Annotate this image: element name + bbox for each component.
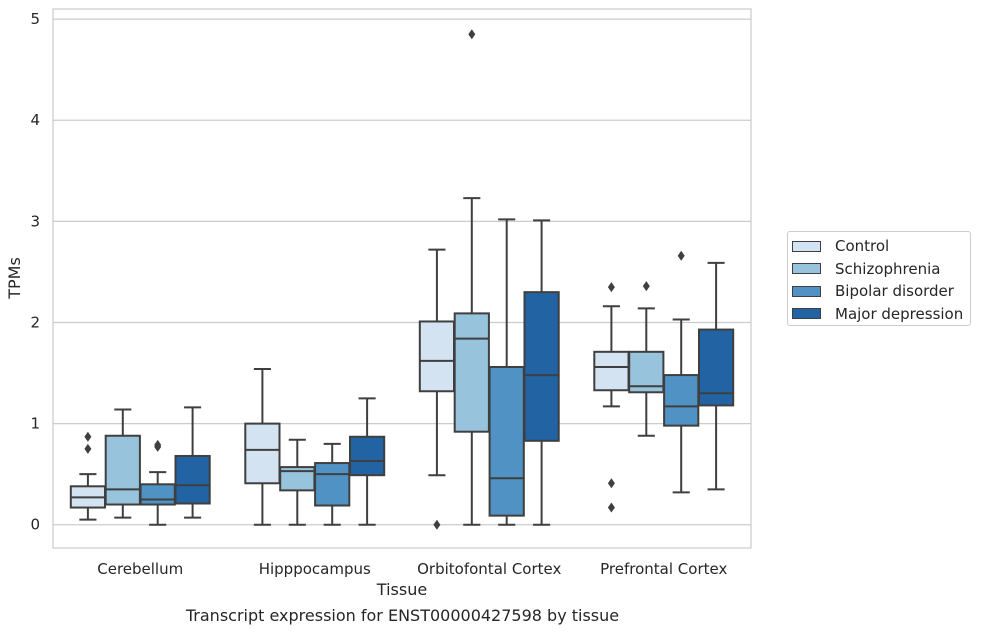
outlier-point (84, 443, 92, 454)
box-bipolar-disorder (488, 218, 525, 526)
box-body (244, 422, 281, 485)
outlier-point (468, 29, 476, 40)
y-tick-label: 3 (30, 212, 40, 230)
box-bipolar-disorder (314, 442, 351, 526)
box-body (593, 350, 630, 392)
y-tick-label: 2 (30, 313, 40, 331)
legend-swatch (792, 308, 821, 320)
outlier-point (607, 502, 615, 513)
outlier-point (677, 250, 685, 261)
outlier-point (433, 519, 441, 530)
legend-swatch (792, 240, 821, 252)
legend-item: Major depression (792, 303, 970, 326)
box-control (244, 368, 281, 526)
y-tick-label: 0 (30, 516, 40, 534)
x-tick-labels: Cerebellum Hipppocampus Orbitofontal Corte… (97, 560, 727, 578)
box-body (523, 291, 560, 442)
box-body (174, 454, 211, 505)
outlier-point (154, 439, 162, 450)
outlier-point (607, 478, 615, 489)
box-body (453, 312, 490, 433)
y-tick-label: 4 (30, 111, 40, 129)
box-body (314, 462, 351, 507)
legend-label: Schizophrenia (835, 259, 941, 278)
box-control (418, 248, 456, 530)
legend-label: Bipolar disorder (835, 282, 954, 301)
box-bipolar-disorder (663, 250, 700, 494)
y-tick-labels: 0 1 2 3 4 5 (30, 10, 40, 534)
box-schizophrenia (628, 281, 665, 437)
legend-label: Major depression (835, 304, 964, 323)
box-body (488, 365, 525, 517)
box-major-depression (523, 219, 560, 526)
legend-item: Bipolar disorder (792, 280, 970, 303)
legend-swatch (792, 263, 821, 275)
y-tick-label: 5 (30, 10, 40, 28)
box-major-depression (174, 406, 211, 519)
box-body (104, 434, 141, 506)
x-tick-label: Orbitofontal Cortex (417, 560, 561, 578)
legend-item: Control (792, 235, 970, 258)
grid-lines (53, 18, 751, 526)
box-body (418, 320, 456, 393)
box-bipolar-disorder (139, 439, 176, 526)
box-body (139, 483, 176, 506)
x-tick-label: Prefrontal Cortex (600, 560, 727, 578)
chart-caption: Transcript expression for ENST0000042759… (185, 606, 620, 625)
box-body (348, 435, 386, 477)
boxes (69, 29, 735, 530)
outlier-point (607, 282, 615, 293)
outlier-point (642, 281, 650, 292)
x-axis-label: Tissue (376, 580, 427, 599)
legend-label: Control (835, 237, 890, 256)
box-body (663, 374, 700, 427)
box-schizophrenia (104, 408, 141, 519)
x-tick-label: Cerebellum (97, 560, 183, 578)
legend-swatch (792, 285, 821, 297)
plot-area-frame (52, 8, 752, 549)
legend: Control Schizophrenia Bipolar disorder Majo… (787, 231, 971, 326)
box-schizophrenia (453, 29, 490, 526)
outlier-point (84, 431, 92, 442)
legend-item: Schizophrenia (792, 258, 970, 281)
box-control (593, 282, 630, 513)
y-tick-label: 1 (30, 415, 40, 433)
box-schizophrenia (279, 438, 316, 526)
x-tick-label: Hipppocampus (259, 560, 371, 578)
box-control (69, 431, 107, 521)
box-major-depression (697, 261, 735, 491)
box-major-depression (348, 397, 386, 526)
y-axis-label: TPMs (5, 257, 24, 300)
